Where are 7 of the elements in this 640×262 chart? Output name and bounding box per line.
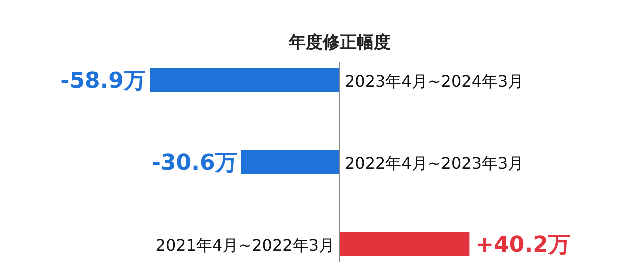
- y-tick-label: 2023年4月~2024年3月: [345, 72, 524, 91]
- y-tick-label: 2021年4月~2022年3月: [156, 236, 335, 255]
- data-label: -58.9万: [60, 69, 146, 94]
- data-label: -30.6万: [152, 151, 238, 176]
- y-tick-label: 2022年4月~2023年3月: [345, 154, 524, 173]
- chart-title: 年度修正幅度: [288, 33, 391, 53]
- data-label: +40.2万: [476, 233, 570, 258]
